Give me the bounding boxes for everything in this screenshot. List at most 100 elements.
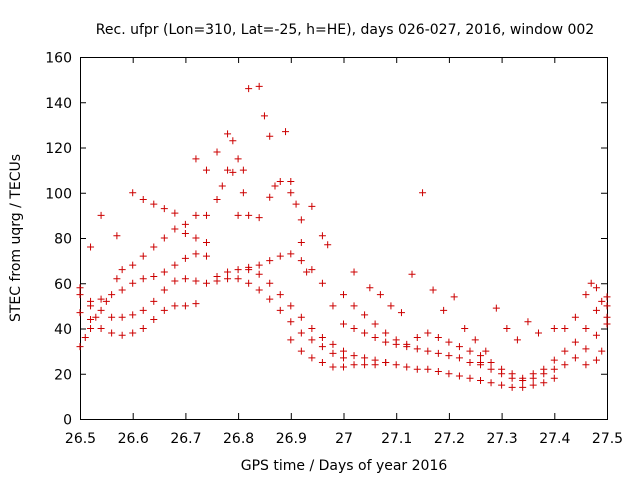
series-sat-F <box>192 82 332 249</box>
data-point <box>171 261 179 269</box>
data-point <box>229 168 237 176</box>
data-point <box>192 300 200 308</box>
data-point <box>592 331 600 339</box>
data-point <box>150 272 158 280</box>
data-point <box>582 361 590 369</box>
data-point <box>371 361 379 369</box>
data-point <box>524 318 532 326</box>
x-tick-label: 27.2 <box>434 431 465 447</box>
data-point <box>308 354 316 362</box>
data-point <box>245 85 253 93</box>
data-point <box>550 365 558 373</box>
data-point <box>255 214 263 222</box>
data-point <box>202 166 210 174</box>
data-point <box>498 381 506 389</box>
data-point <box>150 243 158 251</box>
data-point <box>350 302 358 310</box>
data-point <box>239 166 247 174</box>
data-point <box>192 211 200 219</box>
series-sat-C <box>76 225 210 351</box>
data-point <box>350 361 358 369</box>
data-point <box>202 211 210 219</box>
data-point <box>287 336 295 344</box>
data-point <box>329 349 337 357</box>
data-point <box>561 325 569 332</box>
data-point <box>202 239 210 247</box>
data-point <box>329 302 337 310</box>
data-point <box>413 345 421 353</box>
data-point <box>139 325 147 332</box>
x-tick-label: 27.3 <box>487 431 518 447</box>
x-tick-label: 26.8 <box>223 431 254 447</box>
data-point <box>150 200 158 208</box>
data-point <box>340 347 347 355</box>
data-point <box>308 266 316 274</box>
data-point <box>461 325 469 332</box>
data-point <box>202 252 210 260</box>
data-point <box>266 132 274 140</box>
data-point <box>266 279 274 287</box>
data-point <box>403 343 411 351</box>
data-point <box>224 275 232 283</box>
data-point <box>329 363 337 371</box>
data-points <box>76 82 611 391</box>
data-point <box>455 354 463 362</box>
data-point <box>234 155 242 163</box>
data-point <box>477 358 485 366</box>
data-point <box>224 130 232 138</box>
x-tick-label: 27.5 <box>592 431 623 447</box>
data-point <box>181 229 189 237</box>
data-point <box>318 279 326 287</box>
data-point <box>192 234 200 242</box>
data-point <box>361 354 369 362</box>
data-point <box>340 291 347 299</box>
data-point <box>139 275 147 283</box>
data-point <box>129 261 137 269</box>
series-sat-I <box>213 275 347 362</box>
y-tick-label: 60 <box>54 277 72 293</box>
data-point <box>150 297 158 305</box>
data-point <box>129 279 137 287</box>
series-sat-J <box>245 266 390 366</box>
data-point <box>92 313 100 321</box>
data-point <box>108 291 116 299</box>
data-point <box>408 270 416 278</box>
y-axis-label: STEC from uqrg / TECUs <box>8 154 24 322</box>
data-point <box>308 325 316 332</box>
data-point <box>160 306 168 314</box>
data-point <box>118 313 126 321</box>
y-tick-label: 120 <box>45 141 72 157</box>
data-point <box>113 275 121 283</box>
series-sat-N <box>350 189 542 355</box>
data-point <box>603 293 611 301</box>
data-point <box>466 347 474 355</box>
data-point <box>181 275 189 283</box>
data-point <box>303 268 311 276</box>
data-point <box>540 379 548 387</box>
data-point <box>213 148 221 156</box>
data-point <box>87 325 95 332</box>
data-point <box>297 329 305 337</box>
data-point <box>508 383 516 391</box>
x-axis: 26.5 26.6 26.7 26.8 26.9 27 27.1 27.2 27.3 27.4 27… <box>65 57 623 447</box>
data-point <box>434 349 442 357</box>
data-point <box>371 320 379 328</box>
data-point <box>361 329 369 337</box>
data-point <box>192 250 200 258</box>
data-point <box>419 189 427 197</box>
data-point <box>587 279 595 287</box>
data-point <box>413 365 421 373</box>
data-point <box>529 381 537 389</box>
data-point <box>466 374 474 382</box>
data-point <box>118 331 126 339</box>
data-point <box>213 196 221 204</box>
data-point <box>382 358 390 366</box>
data-point <box>139 196 147 204</box>
data-point <box>392 361 400 369</box>
x-tick-label: 26.5 <box>65 431 96 447</box>
data-point <box>260 112 268 120</box>
data-point <box>297 347 305 355</box>
data-point <box>292 200 300 208</box>
data-point <box>350 325 358 332</box>
data-point <box>224 268 232 276</box>
